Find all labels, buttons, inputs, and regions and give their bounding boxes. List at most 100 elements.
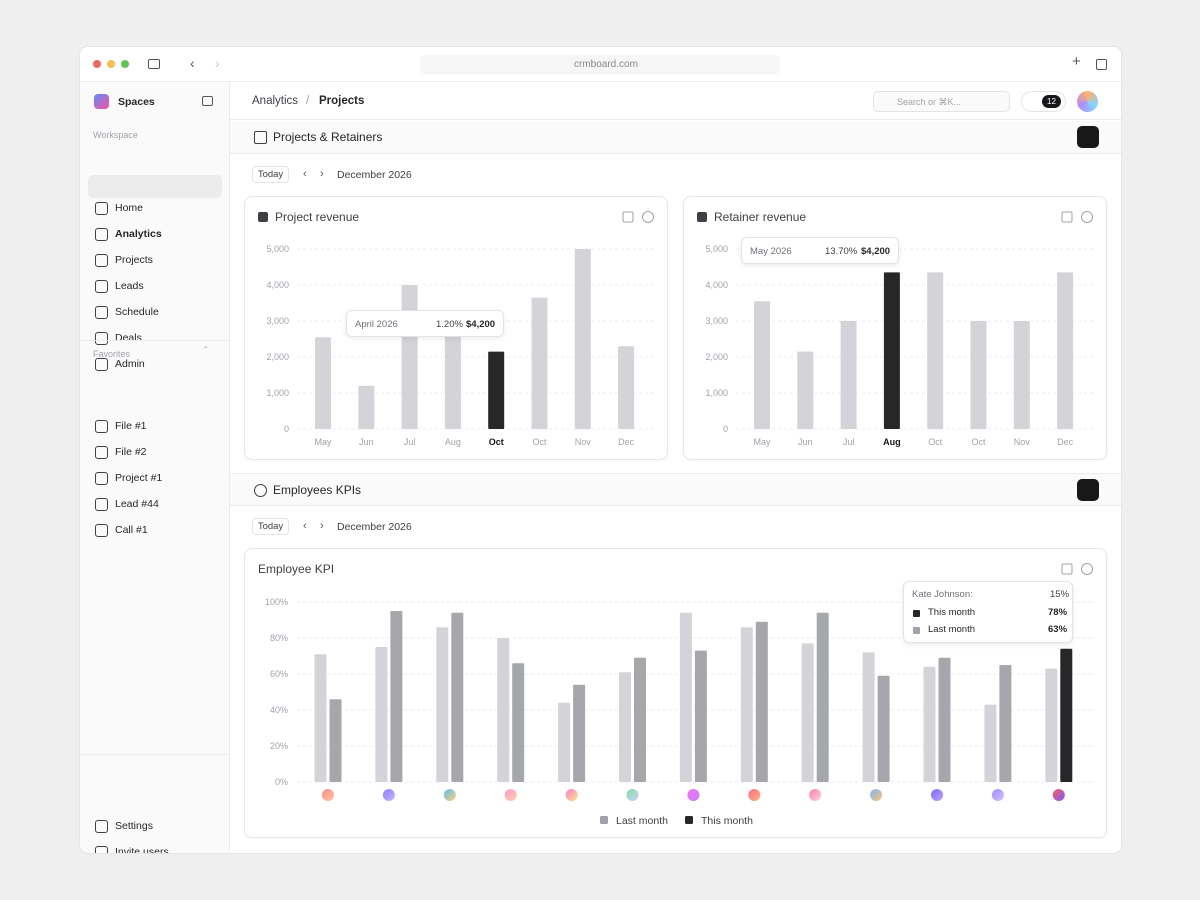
legend-label: Last month: [616, 815, 668, 827]
add-button[interactable]: [1077, 126, 1099, 148]
tooltip-row-label: Last month: [928, 624, 975, 635]
chart-card: Employee KPI 0% 20% 40% 60% 80% 100% Last month…: [244, 548, 1107, 838]
tooltip-change: 15%: [1050, 589, 1070, 600]
nav-item[interactable]: Project #1: [115, 472, 163, 484]
bar: [436, 627, 449, 782]
tooltip: Kate Johnson: 15% This month 78% Last mo…: [903, 581, 1073, 643]
search-box[interactable]: [873, 91, 1010, 112]
nav-item[interactable]: Leads: [115, 280, 144, 292]
item-icon: [95, 524, 108, 537]
y-tick-label: 20%: [270, 741, 288, 751]
divider: [80, 754, 230, 755]
next[interactable]: ›: [320, 520, 324, 532]
bar: [314, 654, 327, 782]
legend-swatch: [685, 816, 693, 824]
item-icon: [95, 472, 108, 485]
collapse[interactable]: [202, 96, 213, 106]
tooltip-value: $4,200: [466, 319, 496, 330]
item-icon: [95, 446, 108, 459]
employee-avatar: [687, 789, 700, 801]
tooltip-name: Kate Johnson:: [912, 589, 973, 600]
y-tick-label: 4,000: [705, 280, 728, 290]
section-title: Projects & Retainers: [273, 130, 383, 144]
url-bar[interactable]: [420, 55, 780, 74]
chart-title: Employee KPI: [258, 562, 334, 576]
bar: [358, 385, 375, 429]
nav-item[interactable]: Projects: [115, 254, 153, 266]
nav-item[interactable]: Settings: [115, 820, 153, 832]
today-button[interactable]: Today: [252, 166, 289, 183]
bar: [1057, 272, 1074, 429]
forward[interactable]: ›: [215, 55, 220, 71]
nav-item[interactable]: File #2: [115, 446, 147, 458]
avatar[interactable]: [1077, 91, 1098, 112]
x-tick-label: Oct: [971, 437, 986, 447]
employee-avatar: [626, 789, 639, 801]
legend-label: This month: [701, 815, 753, 827]
expand-icon[interactable]: [622, 211, 634, 223]
nav-item[interactable]: Schedule: [115, 306, 159, 318]
y-tick-label: 2,000: [266, 352, 289, 362]
bar: [755, 621, 768, 782]
employee-avatar: [443, 789, 456, 801]
tooltip-change: 1.20%: [436, 319, 463, 330]
expand-icon[interactable]: [1061, 563, 1073, 575]
notifications[interactable]: [1021, 91, 1066, 112]
bar: [390, 611, 403, 782]
bar: [488, 351, 505, 429]
chevron[interactable]: ˆ: [204, 346, 208, 357]
nav-item[interactable]: Invite users: [115, 846, 169, 853]
breadcrumb[interactable]: Analytics: [252, 95, 299, 107]
y-tick-label: 0%: [275, 777, 288, 787]
max-dot[interactable]: [121, 60, 129, 68]
bar: [816, 612, 829, 782]
nav-item[interactable]: Home: [115, 202, 144, 214]
next[interactable]: ›: [320, 168, 324, 180]
item-icon: [95, 420, 108, 433]
nav-item[interactable]: Call #1: [115, 524, 148, 536]
breadcrumb[interactable]: Projects: [319, 95, 365, 107]
y-tick-label: 2,000: [705, 352, 728, 362]
tabs[interactable]: [1096, 59, 1107, 70]
nav-item[interactable]: Lead #44: [115, 498, 159, 510]
bar: [618, 346, 635, 429]
space-logo: [94, 94, 109, 109]
tooltip-row-value: 63%: [1048, 624, 1068, 635]
chart: Retainer revenue 0 1,000 2,000 3,000 4,000 5,0…: [697, 210, 1096, 447]
nav-item[interactable]: File #1: [115, 420, 147, 432]
chart: Project revenue 0 1,000 2,000 3,000 4,000 5,00…: [258, 210, 657, 447]
space-name[interactable]: Spaces: [118, 96, 155, 108]
tooltip-change: 13.70%: [825, 246, 858, 257]
close-dot[interactable]: [93, 60, 101, 68]
nav-item[interactable]: Admin: [115, 358, 145, 370]
bar: [797, 351, 814, 429]
nav-item[interactable]: Deals: [115, 332, 142, 344]
tooltip: May 2026 13.70% $4,200: [741, 237, 899, 264]
tooltip-value: $4,200: [861, 246, 891, 257]
section-bar: Projects & Retainers: [230, 121, 1121, 154]
more-icon: [642, 211, 654, 223]
employee-avatar: [382, 789, 395, 801]
add-button[interactable]: [1077, 479, 1099, 501]
back[interactable]: ‹: [190, 55, 195, 71]
section-title: Employees KPIs: [273, 483, 362, 497]
y-tick-label: 80%: [270, 633, 288, 643]
min-dot[interactable]: [107, 60, 115, 68]
prev[interactable]: ‹: [303, 168, 307, 180]
legend-swatch: [600, 816, 608, 824]
bar: [999, 665, 1012, 782]
nav-item[interactable]: Analytics: [115, 228, 162, 240]
section-bar: Employees KPIs: [230, 473, 1121, 506]
bar: [883, 272, 900, 429]
sidebar-toggle[interactable]: [148, 59, 160, 69]
bar: [558, 702, 571, 782]
prev[interactable]: ‹: [303, 520, 307, 532]
bar: [970, 321, 987, 429]
y-tick-label: 3,000: [705, 316, 728, 326]
bar: [573, 684, 586, 782]
expand-icon[interactable]: [1061, 211, 1073, 223]
y-tick-label: 3,000: [266, 316, 289, 326]
new-tab[interactable]: +: [1072, 53, 1081, 70]
item-icon: [95, 358, 108, 371]
today-button[interactable]: Today: [252, 518, 289, 535]
